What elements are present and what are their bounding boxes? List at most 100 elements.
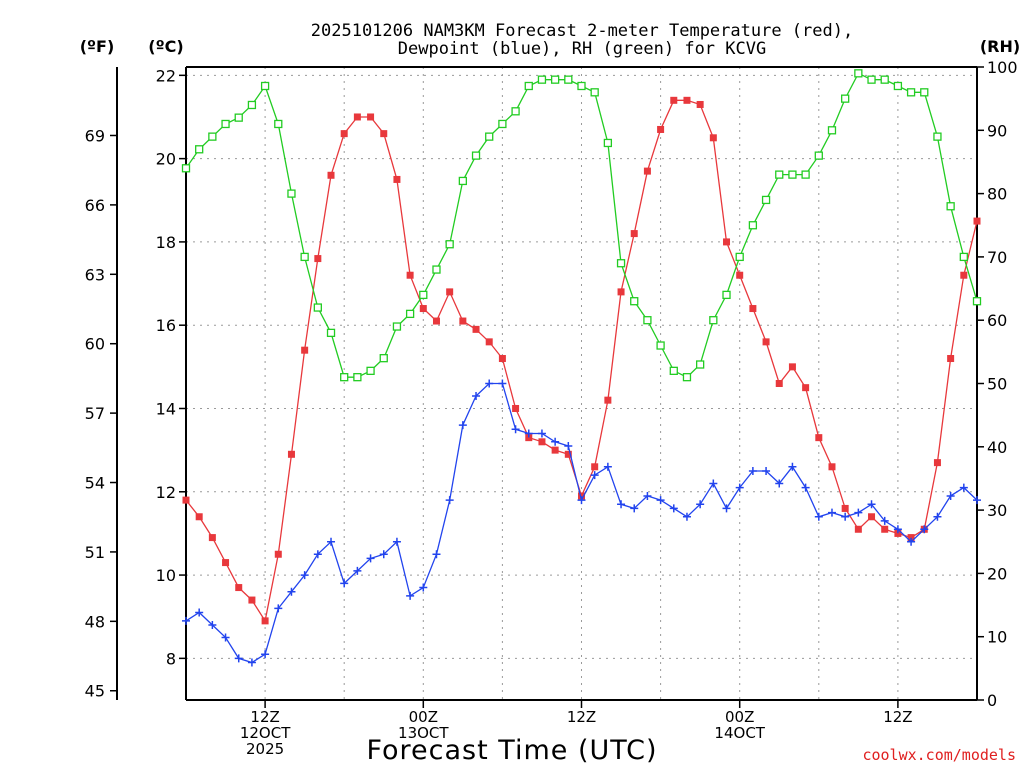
rh-point	[366, 366, 375, 375]
dewpoint-point	[327, 537, 336, 546]
rh-point	[498, 119, 507, 129]
rh-tick-label: 10	[987, 628, 1007, 647]
dewpoint-point	[827, 508, 836, 517]
rh-point	[854, 69, 863, 78]
rh-point	[313, 303, 322, 312]
rh-point	[630, 297, 639, 306]
temperature-point	[261, 617, 269, 625]
temperature-point	[367, 113, 375, 121]
rh-point	[445, 240, 454, 249]
rh-point	[458, 176, 468, 186]
rh-point	[669, 366, 678, 375]
celsius-tick-label: 22	[156, 66, 176, 85]
rh-point	[274, 119, 283, 129]
rh-tick-label: 0	[987, 691, 997, 710]
dewpoint-point	[445, 496, 454, 505]
dewpoint-point	[748, 466, 757, 475]
temperature-point	[538, 438, 546, 446]
dewpoint-point	[867, 500, 876, 509]
fahrenheit-tick-label: 45	[85, 682, 105, 701]
rh-point	[181, 164, 191, 173]
dewpoint-point	[893, 525, 902, 534]
temperature-point	[380, 130, 388, 138]
temperature-point	[340, 130, 348, 138]
dewpoint-point	[458, 421, 467, 430]
dewpoint-point	[432, 550, 441, 559]
rh-point	[761, 195, 771, 205]
temperature-point	[419, 305, 427, 313]
axes: 45 48 51 54 57 60 63 66 69 8 10 12 14 16 18 20 22 0 10 20 30…	[85, 58, 1018, 758]
rh-point	[405, 309, 415, 319]
rh-point	[260, 81, 270, 91]
rh-tick-label: 50	[987, 375, 1007, 394]
rh-point	[300, 252, 309, 262]
rh-point	[682, 373, 692, 382]
temperature-point	[683, 96, 691, 104]
temperature-point	[617, 288, 625, 296]
rh-point	[524, 81, 533, 91]
x-tick-label: 13OCT	[398, 724, 449, 742]
rh-point	[788, 170, 797, 179]
dewpoint-point	[959, 483, 968, 492]
dewpoint-point	[485, 379, 494, 388]
rh-point	[221, 119, 230, 129]
rh-point	[550, 75, 560, 84]
rh-point	[564, 75, 573, 84]
dewpoint-point	[577, 496, 586, 505]
dewpoint-point	[762, 466, 771, 475]
temperature-point	[854, 525, 862, 533]
dewpoint-point	[696, 500, 705, 509]
temperature-point	[723, 238, 731, 246]
rh-point	[419, 290, 428, 300]
temperature-point	[881, 525, 889, 533]
temperature-point	[287, 450, 295, 458]
rh-point	[867, 75, 876, 84]
temperature-point	[578, 492, 585, 500]
temperature-series	[182, 96, 981, 625]
temperature-point	[591, 463, 599, 471]
temperature-point	[973, 217, 981, 225]
dewpoint-point	[920, 525, 929, 534]
dewpoint-point	[590, 471, 599, 480]
dewpoint-point	[669, 504, 678, 513]
rh-tick-label: 90	[987, 121, 1007, 140]
rh-point	[471, 151, 481, 160]
rh-point	[511, 107, 520, 116]
temperature-point	[498, 355, 506, 363]
dewpoint-point	[511, 425, 520, 434]
temperature-point	[551, 446, 559, 454]
temperature-point	[841, 504, 849, 512]
temperature-point	[459, 317, 467, 325]
temperature-point	[788, 363, 796, 371]
dewpoint-point	[907, 537, 916, 546]
temperature-point	[828, 463, 836, 471]
rh-axis-label: (RH)	[980, 37, 1020, 56]
rh-point	[959, 252, 968, 262]
rh-line	[185, 72, 978, 378]
temperature-point	[393, 175, 401, 183]
dewpoint-point	[933, 512, 942, 521]
x-tick-label: 12Z	[883, 708, 912, 726]
rh-point	[643, 316, 652, 325]
rh-point	[379, 354, 388, 363]
celsius-tick-label: 16	[156, 316, 176, 335]
temperature-point	[485, 338, 493, 346]
rh-point	[208, 132, 217, 141]
celsius-tick-label: 10	[156, 566, 176, 585]
temperature-point	[446, 288, 454, 296]
rh-point	[775, 170, 784, 179]
temperature-point	[208, 534, 216, 542]
rh-point	[722, 290, 731, 300]
temperature-point	[248, 596, 256, 604]
temperature-point	[762, 338, 770, 346]
fahrenheit-tick-label: 48	[85, 612, 105, 631]
temperature-point	[868, 513, 876, 521]
dewpoint-point	[182, 616, 190, 625]
temperature-point	[894, 529, 902, 537]
rh-point	[656, 341, 665, 350]
dewpoint-point	[603, 462, 612, 471]
dewpoint-point	[353, 566, 362, 575]
dewpoint-point	[406, 591, 415, 600]
dewpoint-point	[208, 621, 217, 630]
rh-point	[485, 132, 494, 141]
